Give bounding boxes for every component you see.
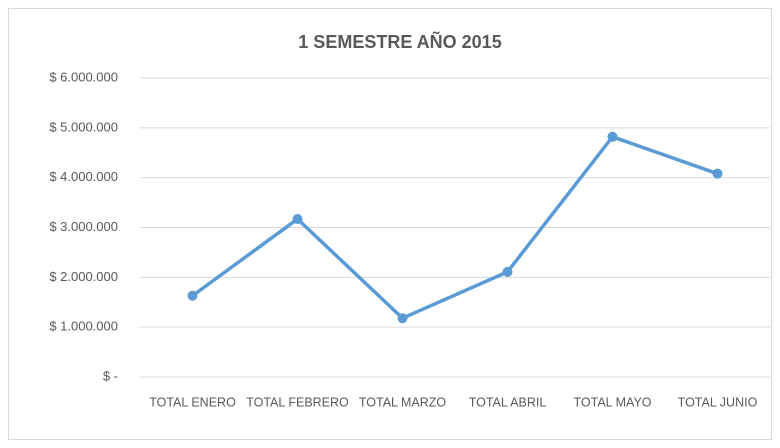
point (502, 266, 513, 277)
line (191, 135, 719, 320)
y-tick-label: $ 3.000.000 (49, 219, 118, 234)
y-tick-label: $ - (103, 368, 118, 383)
x-tick-label: TOTAL ENERO (149, 395, 236, 409)
y-tick-label: $ 2.000.000 (49, 269, 118, 284)
y-tick-label: $ 6.000.000 (49, 69, 118, 84)
x-tick-label: TOTAL JUNIO (678, 395, 758, 409)
chart-title: 1 SEMESTRE AÑO 2015 (298, 31, 501, 52)
point (607, 131, 618, 142)
point (292, 214, 303, 225)
point (397, 313, 408, 324)
y-tick-label: $ 5.000.000 (49, 119, 118, 134)
x-tick-label: TOTAL FEBRERO (246, 395, 349, 409)
point (187, 290, 198, 301)
point (712, 168, 723, 179)
y-tick-label: $ 1.000.000 (49, 319, 118, 334)
x-tick-label: TOTAL MAYO (573, 395, 651, 409)
chart-frame (8, 8, 772, 440)
x-tick-label: TOTAL ABRIL (469, 395, 547, 409)
x-tick-label: TOTAL MARZO (359, 395, 447, 409)
y-tick-label: $ 4.000.000 (49, 169, 118, 184)
